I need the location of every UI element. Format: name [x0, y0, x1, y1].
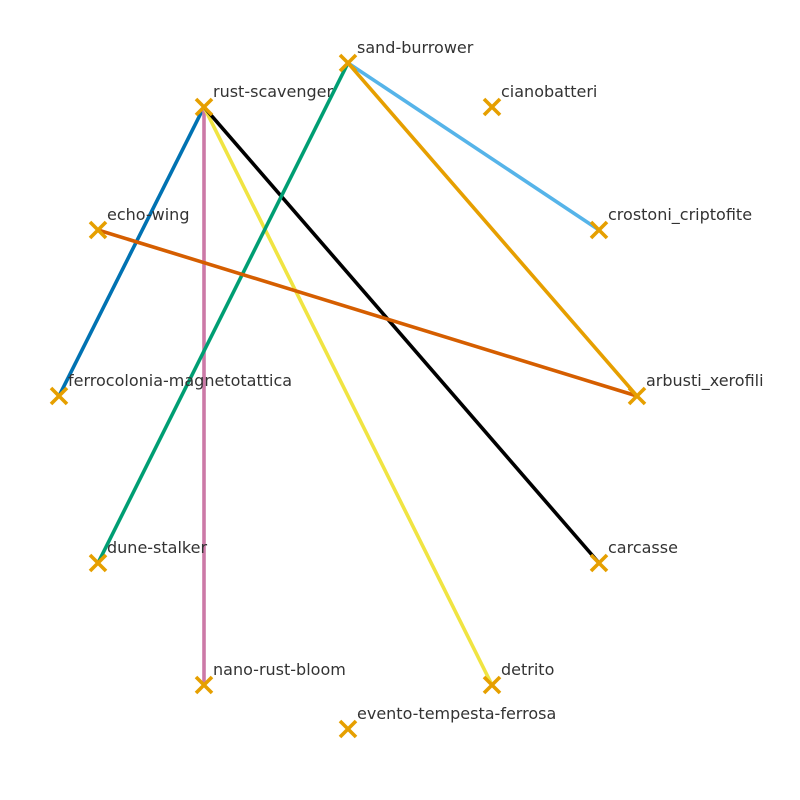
edge-rust-scavenger-to-carcasse	[202, 105, 601, 565]
node-label-sand-burrower: sand-burrower	[357, 38, 474, 57]
node-label-evento-tempesta-ferrosa: evento-tempesta-ferrosa	[357, 704, 556, 723]
node-label-echo-wing: echo-wing	[107, 205, 189, 224]
edges-layer	[57, 61, 639, 686]
edge-rust-scavenger-to-detrito	[202, 106, 494, 686]
node-marker-cianobatteri	[482, 97, 502, 117]
node-marker-echo-wing	[88, 220, 108, 240]
edge-rust-scavenger-to-ferrocolonia-magnetotattica	[57, 106, 206, 397]
node-label-arbusti_xerofili: arbusti_xerofili	[646, 371, 764, 391]
node-label-detrito: detrito	[501, 660, 554, 679]
node-label-rust-scavenger: rust-scavenger	[213, 82, 333, 101]
labels-layer: sand-burrower rust-scavenger cianobatteri e…	[68, 38, 764, 723]
node-marker-dune-stalker	[88, 553, 108, 573]
node-marker-evento-tempesta-ferrosa	[338, 719, 358, 739]
node-marker-crostoni_criptofite	[589, 220, 609, 240]
edge-sand-burrower-to-crostoni_criptofite	[347, 61, 600, 232]
node-label-dune-stalker: dune-stalker	[107, 538, 207, 557]
node-marker-nano-rust-bloom	[194, 675, 214, 695]
node-marker-arbusti_xerofili	[627, 386, 647, 406]
node-marker-ferrocolonia-magnetotattica	[49, 386, 69, 406]
node-label-carcasse: carcasse	[608, 538, 678, 557]
node-label-ferrocolonia-magnetotattica: ferrocolonia-magnetotattica	[68, 371, 292, 390]
edge-sand-burrower-to-arbusti_xerofili	[346, 61, 639, 398]
node-label-nano-rust-bloom: nano-rust-bloom	[213, 660, 346, 679]
node-label-cianobatteri: cianobatteri	[501, 82, 597, 101]
node-label-crostoni_criptofite: crostoni_criptofite	[608, 205, 752, 225]
node-marker-sand-burrower	[338, 53, 358, 73]
node-marker-detrito	[482, 675, 502, 695]
edge-echo-wing-to-arbusti_xerofili	[97, 228, 638, 398]
nodes-layer	[49, 53, 647, 739]
node-marker-rust-scavenger	[194, 97, 214, 117]
node-marker-carcasse	[589, 553, 609, 573]
edge-sand-burrower-to-dune-stalker	[96, 62, 350, 564]
